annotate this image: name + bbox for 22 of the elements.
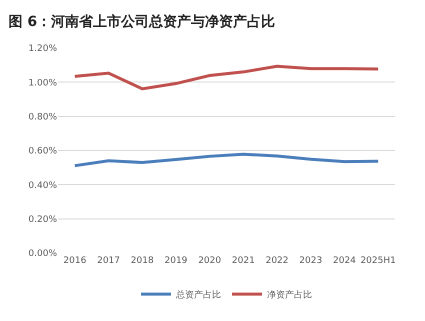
- x-tick-label: 2022: [266, 256, 289, 266]
- x-tick-label: 2016: [63, 256, 87, 266]
- x-tick-label: 2019: [164, 256, 188, 266]
- x-tick-label: 2025H1: [360, 256, 396, 266]
- chart-title: 图 6：河南省上市公司总资产与净资产占比: [8, 12, 276, 30]
- y-tick-label: 1.20%: [28, 44, 58, 54]
- x-tick-label: 2020: [198, 256, 222, 266]
- legend-label: 净资产占比: [267, 290, 312, 301]
- y-tick-label: 1.00%: [28, 78, 58, 88]
- y-tick-label: 0.60%: [28, 146, 58, 157]
- x-tick-label: 2021: [232, 256, 255, 266]
- x-tick-label: 2017: [97, 256, 120, 266]
- y-tick-label: 0.40%: [28, 180, 58, 191]
- line-series: [73, 64, 380, 90]
- x-tick-label: 2024: [332, 256, 356, 266]
- y-tick-label: 0.80%: [28, 112, 58, 122]
- x-tick-label: 2023: [299, 256, 322, 266]
- x-tick-label: 2018: [130, 256, 154, 266]
- legend-label: 总资产占比: [175, 290, 221, 301]
- y-tick-label: 0.00%: [28, 249, 58, 260]
- line-series: [73, 152, 380, 168]
- y-tick-label: 0.20%: [28, 214, 58, 225]
